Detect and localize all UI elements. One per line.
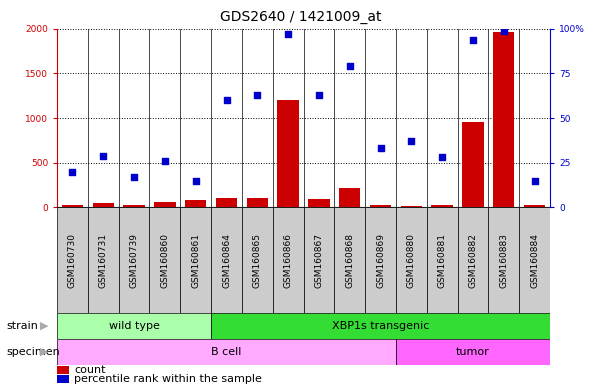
Point (438, 154, 447, 161)
Bar (308, 199, 330, 207)
Point (283, 31, 293, 37)
Text: GSM160739: GSM160739 (130, 233, 139, 288)
Bar (154, 202, 175, 207)
Bar (462, 122, 484, 207)
Point (252, 92, 262, 98)
Text: GSM160868: GSM160868 (345, 233, 354, 288)
Text: percentile rank within the sample: percentile rank within the sample (75, 374, 262, 384)
Bar (150, 207, 180, 313)
Bar (339, 188, 361, 207)
Bar (519, 207, 550, 313)
Point (222, 97, 231, 103)
Bar (523, 205, 545, 207)
Text: specimen: specimen (6, 347, 59, 357)
Point (345, 63, 355, 70)
Text: GSM160865: GSM160865 (253, 233, 262, 288)
Bar (180, 207, 211, 313)
Bar (57, 366, 70, 374)
Text: ▶: ▶ (40, 347, 48, 357)
Point (406, 138, 416, 144)
Bar (119, 207, 150, 313)
Text: GSM160884: GSM160884 (530, 233, 539, 288)
Bar (334, 207, 365, 313)
Text: GSM160882: GSM160882 (468, 233, 477, 288)
Text: GSM160860: GSM160860 (160, 233, 169, 288)
Text: wild type: wild type (109, 321, 159, 331)
Bar (123, 205, 145, 207)
Bar (400, 205, 422, 207)
Bar (396, 207, 427, 313)
Text: XBP1s transgenic: XBP1s transgenic (332, 321, 429, 331)
Point (160, 158, 169, 164)
Point (314, 92, 324, 98)
Bar (489, 207, 519, 313)
Point (468, 36, 478, 43)
Bar (57, 375, 70, 383)
Text: GSM160869: GSM160869 (376, 233, 385, 288)
Text: ▶: ▶ (40, 321, 48, 331)
Text: B cell: B cell (212, 347, 242, 357)
Bar (273, 207, 304, 313)
Text: tumor: tumor (456, 347, 490, 357)
Point (129, 174, 139, 180)
Bar (185, 200, 207, 207)
Text: strain: strain (6, 321, 38, 331)
Text: GSM160866: GSM160866 (284, 233, 293, 288)
Bar (457, 207, 489, 313)
Bar (246, 197, 268, 207)
Bar (57, 313, 211, 339)
Text: GDS2640 / 1421009_at: GDS2640 / 1421009_at (220, 10, 381, 23)
Bar (427, 207, 457, 313)
Text: count: count (75, 365, 106, 375)
Point (376, 146, 385, 152)
Bar (396, 339, 550, 365)
Bar (93, 203, 114, 207)
Bar (365, 207, 396, 313)
Bar (57, 207, 88, 313)
Point (68, 169, 78, 175)
Bar (57, 339, 396, 365)
Text: GSM160883: GSM160883 (499, 233, 508, 288)
Bar (432, 205, 453, 207)
Point (191, 177, 201, 184)
Text: GSM160881: GSM160881 (438, 233, 447, 288)
Text: GSM160864: GSM160864 (222, 233, 231, 288)
Bar (370, 205, 391, 207)
Text: GSM160730: GSM160730 (68, 233, 77, 288)
Bar (216, 199, 237, 207)
Point (99, 152, 108, 159)
Bar (277, 100, 299, 207)
Bar (62, 205, 84, 207)
Text: GSM160861: GSM160861 (191, 233, 200, 288)
Bar (211, 313, 550, 339)
Text: GSM160867: GSM160867 (314, 233, 323, 288)
Bar (242, 207, 273, 313)
Bar (88, 207, 119, 313)
Text: GSM160731: GSM160731 (99, 233, 108, 288)
Point (499, 28, 508, 34)
Bar (304, 207, 334, 313)
Text: GSM160880: GSM160880 (407, 233, 416, 288)
Bar (211, 207, 242, 313)
Bar (493, 32, 514, 207)
Point (529, 177, 539, 184)
